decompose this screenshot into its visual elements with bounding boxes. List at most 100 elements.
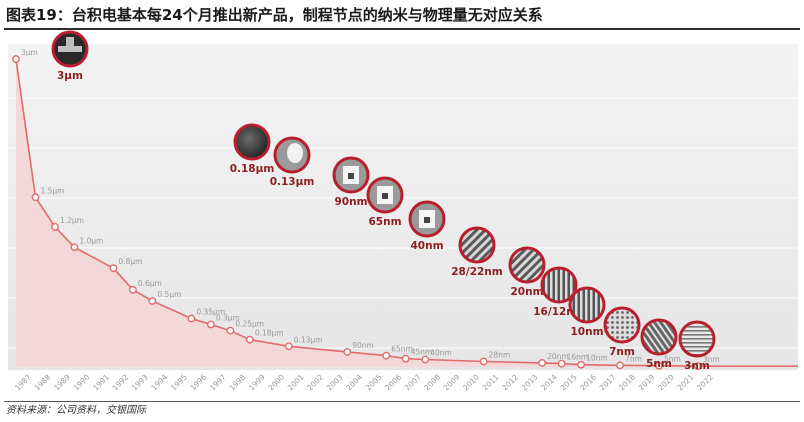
- badge-label: 7nm: [609, 346, 635, 358]
- year-tick-label: 2015: [559, 372, 579, 392]
- year-tick-label: 2021: [676, 372, 696, 392]
- data-point: [206, 320, 215, 329]
- data-point: [538, 358, 547, 367]
- data-point: [245, 335, 254, 344]
- badge-detail: [287, 143, 303, 163]
- year-tick-label: 2012: [500, 372, 520, 392]
- badge-label: 28/22nm: [451, 266, 503, 278]
- value-label: 0.5μm: [157, 290, 181, 299]
- badge-ring: [51, 30, 89, 68]
- badge-ring: [603, 306, 641, 344]
- data-point: [655, 361, 663, 370]
- node-badge: 16/12nm: [533, 266, 585, 318]
- badge-ring: [408, 200, 446, 238]
- data-point: [109, 264, 118, 273]
- value-label: 90nm: [352, 341, 374, 350]
- badge-ring: [540, 266, 578, 304]
- badge-ring: [273, 136, 311, 174]
- year-tick-label: 2003: [325, 372, 345, 392]
- year-tick-label: 1989: [52, 372, 72, 392]
- year-tick-label: 2010: [461, 372, 481, 392]
- value-label: 3μm: [21, 48, 38, 57]
- year-tick-label: 2011: [481, 372, 501, 392]
- node-badge: 10nm: [568, 286, 606, 338]
- badge-label: 3μm: [57, 70, 83, 82]
- badge-label: 10nm: [570, 326, 603, 338]
- data-point: [421, 355, 430, 364]
- value-label: 20nm: [547, 352, 569, 361]
- badge-detail: [66, 37, 74, 46]
- badge-image: [236, 126, 268, 158]
- node-badge: 3μm: [51, 30, 89, 82]
- data-point: [343, 348, 352, 356]
- data-point: [70, 243, 79, 252]
- value-label: 0.13μm: [294, 335, 323, 344]
- year-tick-label: 2018: [617, 372, 637, 392]
- node-badge: 65nm: [366, 176, 404, 228]
- value-label: 5nm: [664, 355, 681, 364]
- node-badge: 20nm: [508, 246, 546, 298]
- value-label: 0.3μm: [216, 313, 240, 322]
- data-point: [479, 357, 488, 366]
- chart-title: 图表19：台积电基本每24个月推出新产品，制程节点的纳米与物理量无对应关系: [6, 6, 543, 24]
- year-tick-label: 2014: [539, 372, 559, 392]
- year-tick-label: 1994: [149, 372, 169, 392]
- badge-label: 65nm: [368, 216, 401, 228]
- value-label: 10nm: [586, 354, 608, 363]
- value-label: 1.2μm: [60, 216, 84, 225]
- year-tick-label: 2008: [422, 372, 442, 392]
- year-tick-label: 2017: [598, 372, 618, 392]
- year-tick-label: 2020: [656, 372, 676, 392]
- badge-label: 90nm: [334, 196, 367, 208]
- badge-image: [643, 321, 675, 353]
- badge-image: [511, 249, 543, 281]
- badge-image: [571, 289, 603, 321]
- node-badge: 7nm: [603, 306, 641, 358]
- badge-detail: [348, 173, 354, 179]
- node-badge: 28/22nm: [451, 226, 503, 278]
- source-note: 资料来源：公司资料，交银国际: [6, 405, 146, 416]
- badge-label: 3nm: [684, 360, 710, 372]
- data-point: [12, 55, 20, 63]
- year-tick-label: 2013: [520, 372, 540, 392]
- node-badge: 3nm: [678, 320, 716, 372]
- data-point: [129, 285, 137, 294]
- year-tick-label: 2002: [305, 372, 325, 392]
- year-tick-label: 1997: [208, 372, 228, 392]
- value-label: 0.18μm: [255, 329, 284, 338]
- data-point: [382, 351, 391, 360]
- year-tick-label: 1991: [91, 372, 111, 392]
- year-tick-label: 1987: [13, 372, 33, 392]
- value-label: 45nm: [411, 348, 433, 357]
- year-tick-label: 2005: [364, 372, 384, 392]
- value-label: 1.0μm: [79, 236, 103, 245]
- value-label: 16nm: [567, 353, 589, 362]
- badge-detail: [382, 193, 388, 199]
- year-tick-label: 1998: [227, 372, 247, 392]
- badge-image: [543, 269, 575, 301]
- data-point: [577, 360, 585, 369]
- value-label: 3nm: [703, 355, 720, 364]
- value-label: 28nm: [489, 350, 511, 359]
- badge-ring: [332, 156, 370, 194]
- node-badge: 40nm: [408, 200, 446, 252]
- node-badge: 90nm: [332, 156, 370, 208]
- node-badge: 0.13μm: [270, 136, 315, 188]
- year-tick-label: 2022: [695, 372, 715, 392]
- data-point: [694, 362, 702, 371]
- year-tick-label: 2019: [637, 372, 657, 392]
- year-tick-label: 1992: [110, 372, 130, 392]
- year-tick-label: 2006: [383, 372, 403, 392]
- data-point: [557, 359, 566, 368]
- value-label: 0.6μm: [138, 279, 162, 288]
- badge-label: 0.13μm: [270, 176, 315, 188]
- data-point: [401, 354, 410, 363]
- value-label: 0.35μm: [196, 307, 225, 316]
- value-label: 65nm: [391, 345, 413, 354]
- year-tick-label: 1993: [130, 372, 150, 392]
- year-tick-label: 1995: [169, 372, 189, 392]
- badge-ring: [233, 123, 271, 161]
- title-divider: [4, 28, 800, 30]
- data-point: [284, 342, 293, 351]
- badge-label: 0.18μm: [230, 163, 275, 175]
